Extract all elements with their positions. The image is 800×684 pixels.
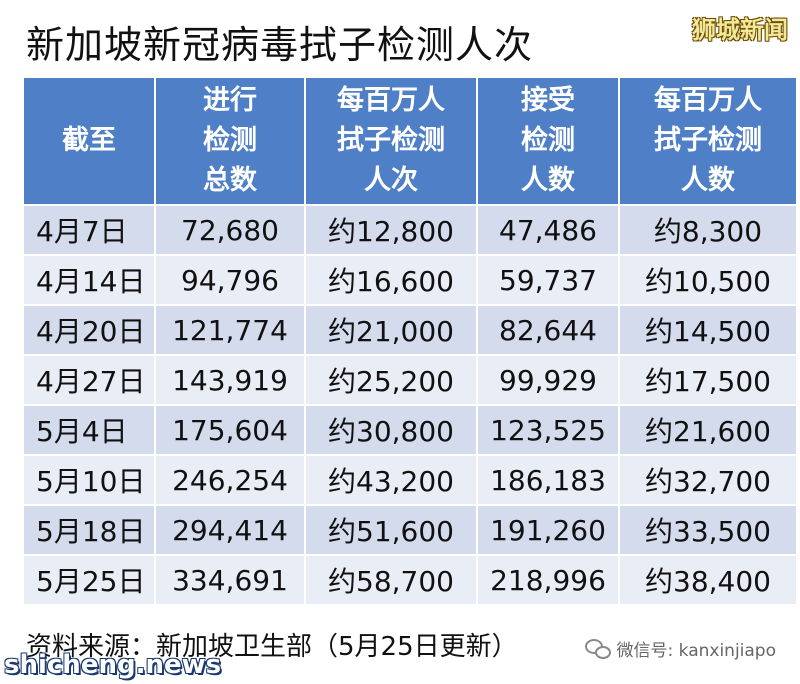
testing-table: 截至 进行 检测 总数 每百万人 拭子检测 人次 接受 检测 人数 <box>22 76 798 606</box>
cell-total-tests: 143,919 <box>156 356 304 404</box>
site-watermark: shicheng.news <box>4 650 222 680</box>
cell-persons-tested: 47,486 <box>478 206 618 254</box>
table-row: 4月7日 72,680 约12,800 47,486 约8,300 <box>24 206 796 254</box>
cell-date: 4月7日 <box>24 206 154 254</box>
header-line: 拭子检测 <box>654 125 762 156</box>
cell-persons-per-million: 约14,500 <box>620 306 796 354</box>
header-persons-tested: 接受 检测 人数 <box>478 78 618 204</box>
header-line: 检测 <box>521 125 575 156</box>
cell-total-tests: 175,604 <box>156 406 304 454</box>
cell-total-tests: 72,680 <box>156 206 304 254</box>
cell-persons-per-million: 约32,700 <box>620 456 796 504</box>
cell-total-tests: 121,774 <box>156 306 304 354</box>
source-note: 资料来源：新加坡卫生部（5月25日更新） <box>26 632 518 662</box>
table-row: 4月20日 121,774 约21,000 82,644 约14,500 <box>24 306 796 354</box>
cell-persons-tested: 191,260 <box>478 506 618 554</box>
header-line: 接受 <box>521 85 575 116</box>
header-line: 截至 <box>62 125 116 156</box>
cell-tests-per-million: 约21,000 <box>306 306 476 354</box>
cell-date: 4月14日 <box>24 256 154 304</box>
cell-persons-tested: 82,644 <box>478 306 618 354</box>
header-line: 拭子检测 <box>337 125 445 156</box>
table-row: 5月10日 246,254 约43,200 186,183 约32,700 <box>24 456 796 504</box>
brand-logo: 狮城新闻 <box>692 16 788 44</box>
cell-date: 4月27日 <box>24 356 154 404</box>
cell-persons-tested: 186,183 <box>478 456 618 504</box>
cell-date: 5月10日 <box>24 456 154 504</box>
table-row: 4月14日 94,796 约16,600 59,737 约10,500 <box>24 256 796 304</box>
table-row: 5月18日 294,414 约51,600 191,260 约33,500 <box>24 506 796 554</box>
header-line: 每百万人 <box>654 85 762 116</box>
cell-persons-tested: 218,996 <box>478 556 618 604</box>
cell-date: 5月25日 <box>24 556 154 604</box>
header-date: 截至 <box>24 78 154 204</box>
table-row: 5月4日 175,604 约30,800 123,525 约21,600 <box>24 406 796 454</box>
header-line: 每百万人 <box>337 85 445 116</box>
cell-tests-per-million: 约16,600 <box>306 256 476 304</box>
cell-total-tests: 294,414 <box>156 506 304 554</box>
cell-date: 4月20日 <box>24 306 154 354</box>
wechat-id: 微信号: kanxinjiapo <box>584 636 776 661</box>
table-header-row: 截至 进行 检测 总数 每百万人 拭子检测 人次 接受 检测 人数 <box>24 78 796 204</box>
cell-tests-per-million: 约58,700 <box>306 556 476 604</box>
cell-persons-per-million: 约8,300 <box>620 206 796 254</box>
wechat-icon <box>584 638 611 659</box>
cell-persons-per-million: 约33,500 <box>620 506 796 554</box>
table-row: 4月27日 143,919 约25,200 99,929 约17,500 <box>24 356 796 404</box>
header-line: 人次 <box>364 165 418 196</box>
header-line: 总数 <box>203 165 257 196</box>
page-title: 新加坡新冠病毒拭子检测人次 <box>26 23 534 67</box>
cell-persons-tested: 123,525 <box>478 406 618 454</box>
header-tests-per-million: 每百万人 拭子检测 人次 <box>306 78 476 204</box>
cell-date: 5月4日 <box>24 406 154 454</box>
header-line: 检测 <box>203 125 257 156</box>
header-total-tests: 进行 检测 总数 <box>156 78 304 204</box>
cell-persons-tested: 59,737 <box>478 256 618 304</box>
cell-tests-per-million: 约51,600 <box>306 506 476 554</box>
cell-total-tests: 94,796 <box>156 256 304 304</box>
data-table-container: 截至 进行 检测 总数 每百万人 拭子检测 人次 接受 检测 人数 <box>22 76 796 606</box>
cell-persons-per-million: 约21,600 <box>620 406 796 454</box>
cell-persons-per-million: 约38,400 <box>620 556 796 604</box>
cell-tests-per-million: 约43,200 <box>306 456 476 504</box>
header-line: 人数 <box>681 165 735 196</box>
cell-persons-per-million: 约10,500 <box>620 256 796 304</box>
cell-tests-per-million: 约30,800 <box>306 406 476 454</box>
wechat-id-text: 微信号: kanxinjiapo <box>616 641 776 661</box>
table-row: 5月25日 334,691 约58,700 218,996 约38,400 <box>24 556 796 604</box>
cell-total-tests: 246,254 <box>156 456 304 504</box>
cell-tests-per-million: 约25,200 <box>306 356 476 404</box>
cell-total-tests: 334,691 <box>156 556 304 604</box>
cell-date: 5月18日 <box>24 506 154 554</box>
cell-persons-per-million: 约17,500 <box>620 356 796 404</box>
cell-persons-tested: 99,929 <box>478 356 618 404</box>
header-line: 人数 <box>521 165 575 196</box>
cell-tests-per-million: 约12,800 <box>306 206 476 254</box>
header-line: 进行 <box>203 85 257 116</box>
header-persons-per-million: 每百万人 拭子检测 人数 <box>620 78 796 204</box>
